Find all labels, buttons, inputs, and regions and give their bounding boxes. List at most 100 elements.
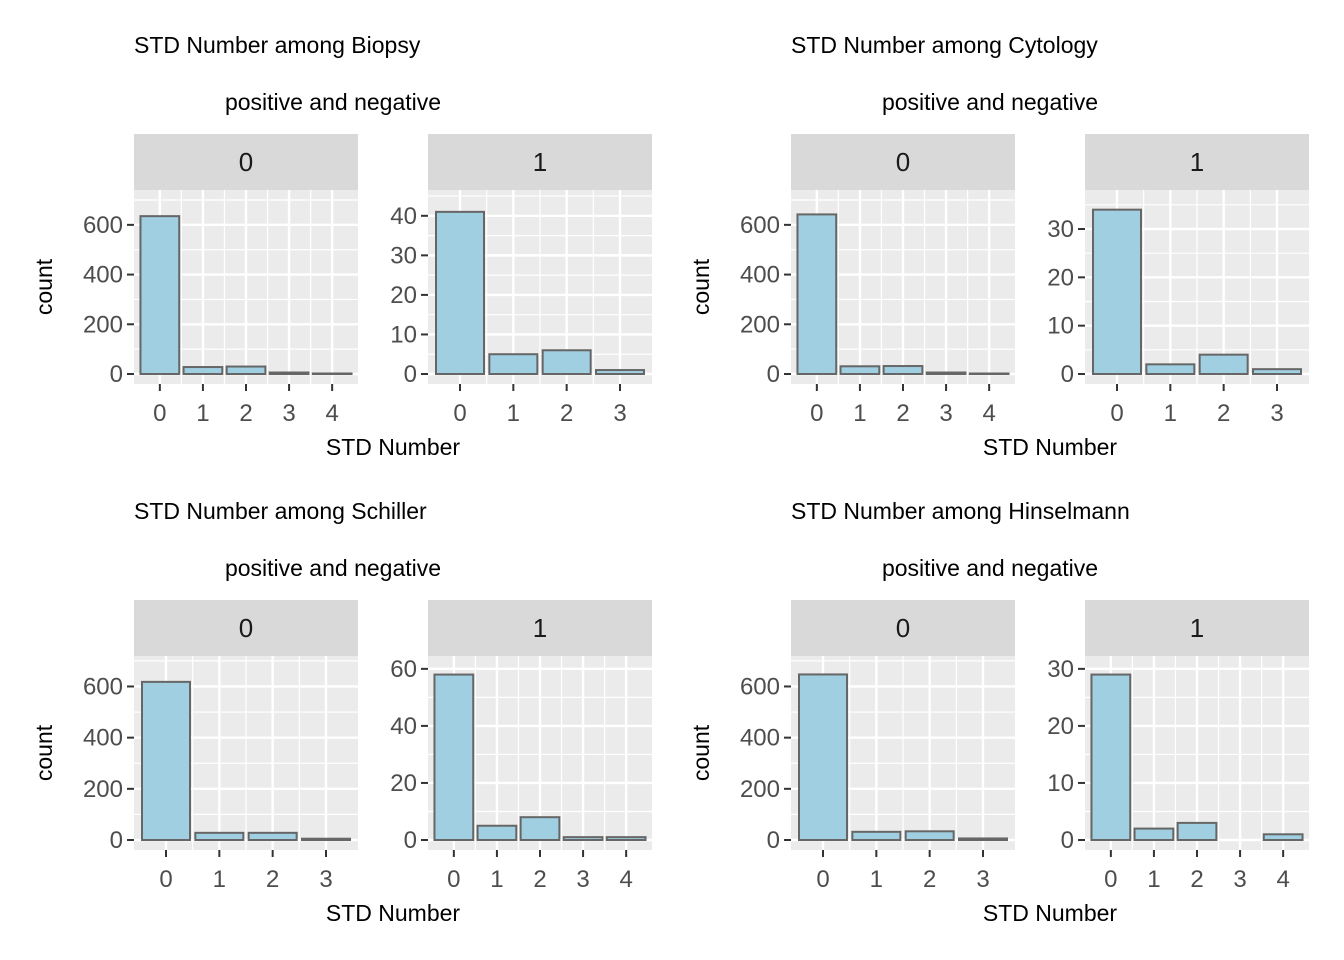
chart-2: STD Number among Schiller positive and ne… xyxy=(31,498,652,926)
y-tick-label: 10 xyxy=(1047,313,1074,340)
bar-3 xyxy=(301,837,351,841)
x-tick-label: 0 xyxy=(447,866,460,893)
bar-0 xyxy=(435,210,485,375)
bar-3 xyxy=(268,371,310,376)
facet-strip xyxy=(134,134,358,190)
y-tick-label: 600 xyxy=(740,212,780,239)
x-tick-label: 3 xyxy=(282,400,295,427)
x-axis-title: STD Number xyxy=(326,434,461,460)
x-tick-label: 3 xyxy=(939,400,952,427)
y-tick-label: 30 xyxy=(1047,656,1074,683)
x-tick-label: 4 xyxy=(982,400,995,427)
chart-title: STD Number among Biopsy xyxy=(134,32,421,58)
x-tick-label: 4 xyxy=(325,400,338,427)
x-tick-label: 4 xyxy=(619,866,632,893)
bar-1 xyxy=(1145,363,1196,376)
bar-0 xyxy=(798,673,848,841)
facet-strip xyxy=(1085,134,1309,190)
x-tick-label: 0 xyxy=(1104,866,1117,893)
chart-0: STD Number among Biopsy positive and nega… xyxy=(31,32,652,460)
y-axis-title: count xyxy=(688,258,714,315)
y-tick-label: 0 xyxy=(110,827,123,854)
facet-strip-label: 0 xyxy=(896,613,910,643)
y-tick-label: 400 xyxy=(83,725,123,752)
facet-strip xyxy=(1085,600,1309,656)
bar-0 xyxy=(139,215,181,375)
y-tick-label: 20 xyxy=(390,282,417,309)
x-tick-label: 0 xyxy=(159,866,172,893)
y-tick-label: 10 xyxy=(390,321,417,348)
y-tick-label: 0 xyxy=(1061,361,1074,388)
x-tick-label: 1 xyxy=(870,866,883,893)
x-tick-label: 1 xyxy=(213,866,226,893)
chart-title: STD Number among Schiller xyxy=(134,498,427,524)
bar-1 xyxy=(476,824,518,841)
chart-subtitle: positive and negative xyxy=(225,89,441,115)
facet-strip xyxy=(791,134,1015,190)
facet-strip xyxy=(428,134,652,190)
y-tick-label: 0 xyxy=(110,361,123,388)
y-tick-label: 40 xyxy=(390,203,417,230)
bar-4 xyxy=(968,372,1010,376)
y-tick-label: 600 xyxy=(83,212,123,239)
x-axis-title: STD Number xyxy=(326,900,461,926)
y-tick-label: 0 xyxy=(767,361,780,388)
x-tick-label: 0 xyxy=(816,866,829,893)
y-tick-label: 20 xyxy=(1047,264,1074,291)
chart-subtitle: positive and negative xyxy=(882,89,1098,115)
bar-4 xyxy=(311,372,353,376)
x-tick-label: 1 xyxy=(1147,866,1160,893)
x-tick-label: 2 xyxy=(1217,400,1230,427)
y-tick-label: 20 xyxy=(390,770,417,797)
y-tick-label: 400 xyxy=(740,262,780,289)
facet-panel-0: 0 0 200 400 600 0 1 2 3 4 xyxy=(740,134,1015,427)
x-tick-label: 1 xyxy=(490,866,503,893)
y-tick-label: 200 xyxy=(83,311,123,338)
y-tick-label: 20 xyxy=(1047,713,1074,740)
x-tick-label: 3 xyxy=(613,400,626,427)
bar-0 xyxy=(1090,673,1132,841)
bar-1 xyxy=(839,365,881,375)
bar-4 xyxy=(605,836,647,842)
x-tick-label: 3 xyxy=(976,866,989,893)
x-tick-label: 0 xyxy=(153,400,166,427)
bar-1 xyxy=(488,353,539,375)
bar-2 xyxy=(904,830,955,841)
y-axis-title: count xyxy=(31,724,57,781)
x-axis-title: STD Number xyxy=(983,900,1118,926)
facet-panel-1: 1 0 20 40 60 0 1 2 3 4 xyxy=(390,600,652,893)
facet-panel-0: 0 0 200 400 600 0 1 2 3 4 xyxy=(83,134,358,427)
facet-strip-label: 0 xyxy=(239,147,253,177)
y-tick-label: 0 xyxy=(404,827,417,854)
chart-subtitle: positive and negative xyxy=(882,555,1098,581)
x-tick-label: 2 xyxy=(1190,866,1203,893)
x-tick-label: 2 xyxy=(533,866,546,893)
facet-strip-label: 0 xyxy=(896,147,910,177)
facet-strip xyxy=(428,600,652,656)
facet-panel-0: 0 0 200 400 600 0 1 2 3 xyxy=(740,600,1015,893)
bar-3 xyxy=(958,837,1008,841)
bar-0 xyxy=(1092,208,1142,375)
y-tick-label: 600 xyxy=(740,673,780,700)
chart-3: STD Number among Hinselmann positive and … xyxy=(688,498,1309,926)
y-axis-title: count xyxy=(31,258,57,315)
y-tick-label: 400 xyxy=(740,725,780,752)
bar-2 xyxy=(519,816,561,841)
x-axis-title: STD Number xyxy=(983,434,1118,460)
facet-strip-label: 1 xyxy=(533,613,547,643)
y-tick-label: 0 xyxy=(404,361,417,388)
y-tick-label: 0 xyxy=(767,827,780,854)
facet-panel-0: 0 0 200 400 600 0 1 2 3 xyxy=(83,600,358,893)
bar-2 xyxy=(541,349,592,376)
y-tick-label: 30 xyxy=(1047,216,1074,243)
x-tick-label: 1 xyxy=(196,400,209,427)
y-tick-label: 10 xyxy=(1047,770,1074,797)
bar-2 xyxy=(882,365,924,376)
x-tick-label: 3 xyxy=(1270,400,1283,427)
bar-0 xyxy=(796,213,838,375)
y-tick-label: 200 xyxy=(740,311,780,338)
facet-strip-label: 0 xyxy=(239,613,253,643)
bar-1 xyxy=(182,366,224,376)
y-tick-label: 30 xyxy=(390,242,417,269)
